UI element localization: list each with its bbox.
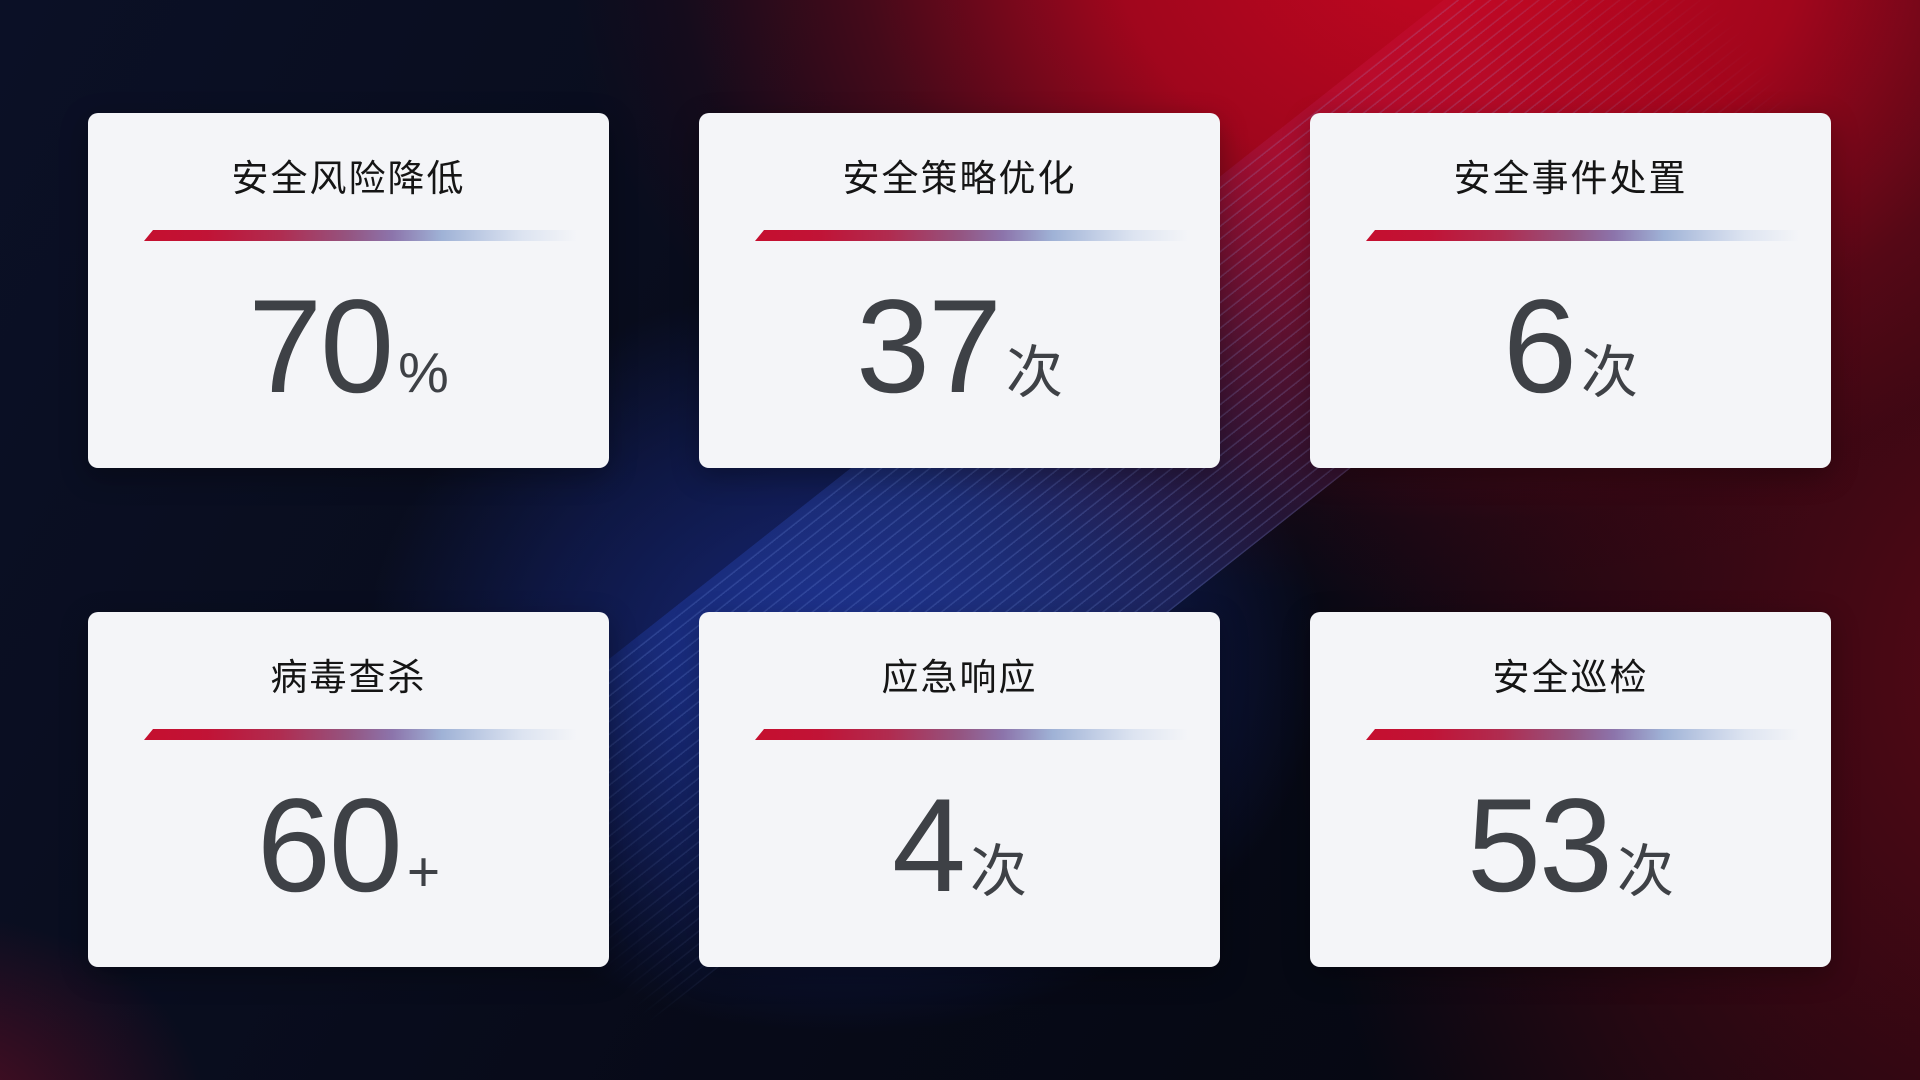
stat-unit: 次 <box>1005 341 1063 405</box>
stat-value-row: 70 % <box>88 273 609 422</box>
stat-value: 60 <box>256 772 403 920</box>
stat-card-security-inspection: 安全巡检 53 次 <box>1310 612 1831 967</box>
stat-value-row: 53 次 <box>1310 772 1831 921</box>
stat-value-row: 4 次 <box>699 772 1220 921</box>
stat-card-title: 应急响应 <box>881 657 1038 698</box>
stat-value: 4 <box>892 772 966 920</box>
stat-card-incident-handling: 安全事件处置 6 次 <box>1310 113 1831 468</box>
stat-card-virus-scan: 病毒查杀 60 + <box>88 612 609 967</box>
stat-unit: + <box>406 840 441 904</box>
accent-divider-bar <box>144 230 595 241</box>
stat-card-title: 病毒查杀 <box>270 657 427 698</box>
stat-unit: 次 <box>1616 840 1674 904</box>
accent-divider-bar <box>1366 729 1817 740</box>
stat-value: 70 <box>248 273 394 421</box>
stat-card-title: 安全事件处置 <box>1453 158 1688 199</box>
stat-unit: 次 <box>1580 341 1638 405</box>
stat-unit: 次 <box>969 840 1027 904</box>
stat-value-row: 6 次 <box>1310 273 1831 422</box>
stat-value-row: 37 次 <box>699 273 1220 422</box>
stat-card-title: 安全风险降低 <box>231 158 466 199</box>
stat-value: 53 <box>1467 772 1613 920</box>
stat-value: 6 <box>1503 273 1577 421</box>
stat-card-title: 安全巡检 <box>1492 657 1649 698</box>
stat-card-risk-reduction: 安全风险降低 70 % <box>88 113 609 468</box>
stat-card-emergency-response: 应急响应 4 次 <box>699 612 1220 967</box>
stat-card-title: 安全策略优化 <box>842 158 1077 199</box>
accent-divider-bar <box>755 729 1206 740</box>
accent-divider-bar <box>1366 230 1817 241</box>
accent-divider-bar <box>144 729 595 740</box>
accent-divider-bar <box>755 230 1206 241</box>
stat-value: 37 <box>856 273 1002 421</box>
stat-unit: % <box>398 341 449 405</box>
stat-value-row: 60 + <box>88 772 609 921</box>
stat-card-policy-optimization: 安全策略优化 37 次 <box>699 113 1220 468</box>
